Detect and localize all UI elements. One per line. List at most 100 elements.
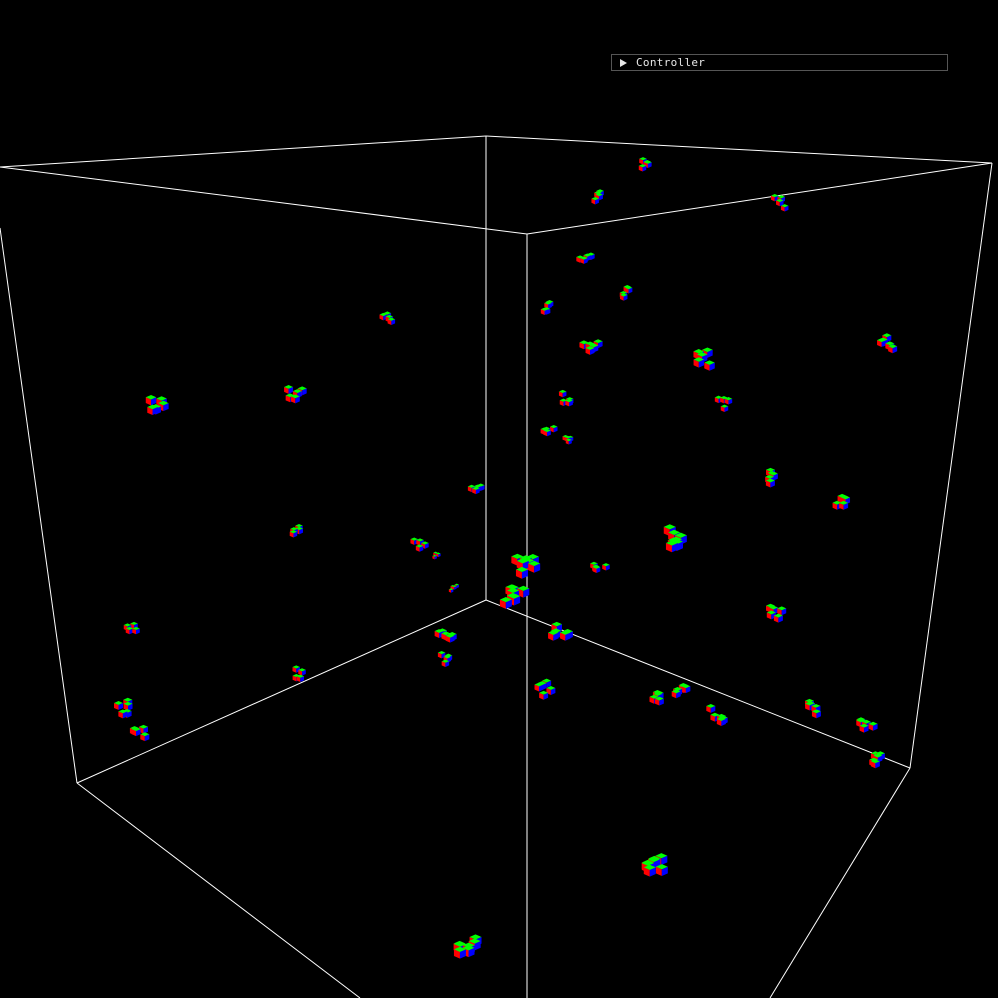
voxel-left-face bbox=[416, 539, 421, 546]
box-edge bbox=[769, 767, 911, 998]
voxel-right-face bbox=[875, 761, 880, 769]
voxel-left-face bbox=[123, 703, 129, 711]
voxel-left-face bbox=[714, 397, 719, 404]
voxel-right-face bbox=[434, 555, 437, 560]
voxel-cluster bbox=[453, 934, 482, 959]
voxel-cluster bbox=[771, 193, 789, 212]
voxel-left-face bbox=[565, 400, 570, 407]
triangle-right-icon bbox=[620, 58, 627, 67]
voxel-right-face bbox=[599, 194, 603, 201]
voxel-cluster bbox=[114, 697, 133, 719]
voxel-left-face bbox=[387, 319, 392, 326]
voxel-top-face bbox=[765, 474, 775, 479]
voxel-left-face bbox=[534, 684, 539, 692]
voxel-top-face bbox=[436, 552, 441, 555]
voxel-cluster bbox=[432, 551, 441, 560]
voxel-right-face bbox=[522, 560, 529, 571]
voxel-left-face bbox=[453, 949, 460, 959]
voxel-top-face bbox=[777, 606, 787, 611]
voxel-right-face bbox=[143, 726, 148, 734]
voxel-left-face bbox=[285, 395, 291, 403]
voxel-top-face bbox=[780, 204, 789, 208]
voxel-right-face bbox=[538, 684, 544, 692]
voxel-right-face bbox=[543, 692, 549, 700]
voxel-cluster bbox=[499, 584, 530, 609]
voxel-top-face bbox=[841, 495, 851, 500]
voxel-left-face bbox=[548, 632, 554, 641]
voxel-left-face bbox=[716, 719, 722, 726]
voxel-cluster bbox=[129, 724, 150, 742]
voxel-right-face bbox=[553, 632, 559, 641]
voxel-top-face bbox=[768, 471, 778, 476]
voxel-right-face bbox=[151, 397, 157, 406]
voxel-cluster bbox=[663, 524, 687, 553]
voxel-top-face bbox=[416, 538, 424, 542]
voxel-top-face bbox=[832, 500, 842, 505]
voxel-right-face bbox=[569, 400, 573, 407]
voxel-right-face bbox=[590, 254, 595, 260]
voxel-top-face bbox=[624, 286, 633, 290]
voxel-right-face bbox=[300, 676, 305, 683]
voxel-top-face bbox=[447, 631, 457, 636]
voxel-left-face bbox=[434, 631, 440, 638]
voxel-left-face bbox=[870, 761, 876, 769]
voxel-right-face bbox=[779, 200, 784, 207]
voxel-top-face bbox=[437, 650, 446, 655]
voxel-left-face bbox=[643, 867, 650, 877]
voxel-right-face bbox=[299, 528, 304, 535]
voxel-left-face bbox=[720, 397, 724, 404]
voxel-cluster bbox=[289, 524, 304, 538]
voxel-left-face bbox=[859, 725, 865, 733]
voxel-left-face bbox=[441, 633, 446, 641]
voxel-left-face bbox=[511, 556, 518, 566]
voxel-right-face bbox=[816, 711, 821, 719]
voxel-left-face bbox=[114, 702, 119, 710]
voxel-cluster bbox=[765, 467, 778, 488]
voxel-top-face bbox=[882, 333, 892, 338]
voxel-right-face bbox=[583, 258, 588, 264]
voxel-right-face bbox=[724, 406, 729, 413]
voxel-left-face bbox=[877, 340, 882, 348]
voxel-top-face bbox=[387, 317, 396, 321]
voxel-cluster bbox=[534, 678, 556, 700]
voxel-cluster bbox=[856, 717, 878, 733]
voxel-left-face bbox=[839, 502, 844, 510]
voxel-right-face bbox=[877, 755, 883, 763]
voxel-right-face bbox=[534, 563, 541, 573]
voxel-right-face bbox=[649, 867, 656, 877]
voxel-top-face bbox=[544, 301, 552, 305]
voxel-left-face bbox=[432, 555, 435, 560]
voxel-right-face bbox=[293, 531, 298, 538]
voxel-top-face bbox=[292, 665, 300, 669]
voxel-cluster bbox=[434, 628, 457, 643]
voxel-left-face bbox=[579, 342, 584, 350]
voxel-right-face bbox=[892, 346, 898, 354]
voxel-cluster bbox=[511, 553, 541, 579]
voxel-cluster bbox=[619, 284, 633, 301]
voxel-left-face bbox=[671, 691, 677, 699]
controller-toggle[interactable]: Controller bbox=[611, 54, 948, 71]
voxel-left-face bbox=[140, 734, 145, 742]
voxel-right-face bbox=[553, 426, 558, 433]
voxel-left-face bbox=[544, 302, 549, 309]
voxel-right-face bbox=[784, 205, 789, 212]
voxel-left-face bbox=[437, 652, 442, 659]
voxel-cluster bbox=[548, 621, 573, 641]
voxel-top-face bbox=[593, 339, 603, 344]
voxel-right-face bbox=[546, 680, 552, 688]
voxel-left-face bbox=[543, 430, 548, 437]
voxel-left-face bbox=[284, 386, 289, 394]
voxel-left-face bbox=[560, 632, 566, 641]
voxel-left-face bbox=[448, 589, 452, 593]
voxel-right-face bbox=[480, 485, 485, 491]
voxel-top-face bbox=[543, 428, 551, 433]
voxel-left-face bbox=[771, 195, 775, 202]
voxel-right-face bbox=[671, 542, 678, 553]
voxel-cluster bbox=[379, 311, 396, 326]
voxel-left-face bbox=[773, 615, 779, 623]
voxel-right-face bbox=[593, 345, 599, 353]
voxel-cluster bbox=[410, 537, 429, 552]
voxel-cluster bbox=[641, 853, 668, 877]
